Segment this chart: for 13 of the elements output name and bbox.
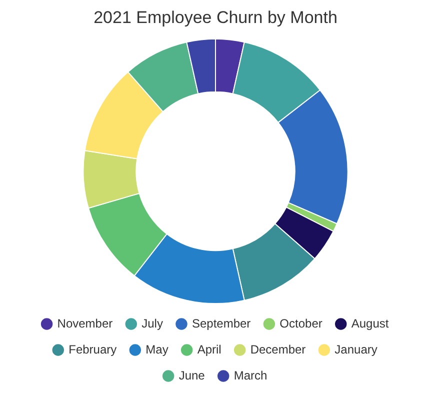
legend-label: June (178, 368, 206, 382)
legend-label: February (68, 342, 117, 356)
legend-label: August (351, 316, 390, 330)
legend-label: January (334, 342, 378, 356)
legend-label: October (280, 316, 322, 330)
legend-label: March (234, 368, 268, 382)
legend-label: April (197, 342, 222, 356)
chart-title: 2021 Employee Churn by Month (94, 8, 338, 27)
legend-label: May (146, 342, 168, 356)
legend-label: July (142, 316, 163, 330)
legend-label: November (57, 316, 113, 330)
legend-label: December (250, 342, 306, 356)
legend-label: September (192, 316, 251, 330)
